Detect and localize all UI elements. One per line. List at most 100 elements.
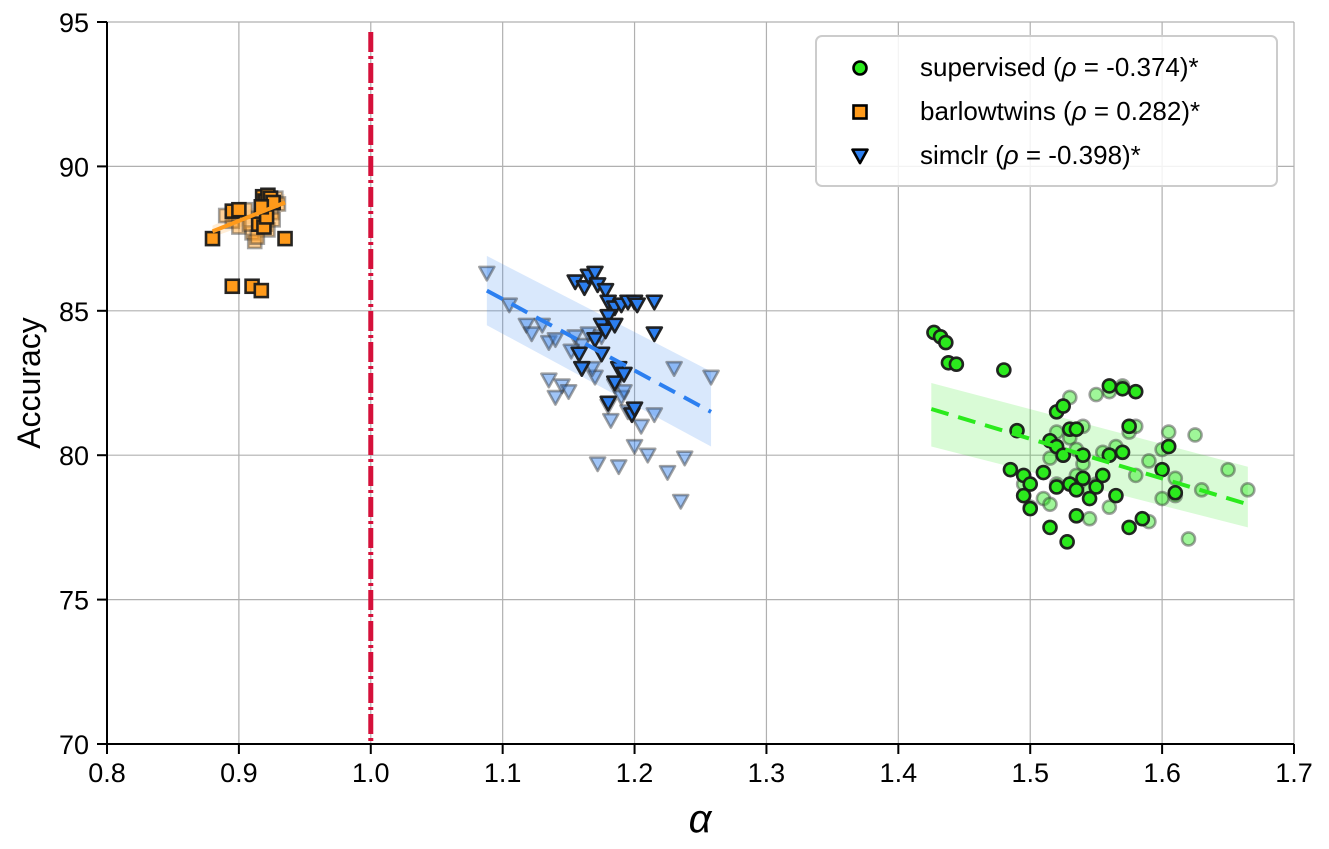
supervised-point (1088, 386, 1104, 403)
simclr-point (522, 326, 541, 343)
supervised-point (938, 334, 954, 351)
legend: supervised (ρ = -0.374)* barlowtwins (ρ … (815, 35, 1278, 187)
legend-frame (815, 35, 1278, 187)
supervised-point (1141, 453, 1157, 469)
supervised-point (1059, 534, 1075, 550)
y-tick-label: 70 (59, 730, 89, 760)
legend-marker-barlowtwins (852, 104, 868, 120)
simclr-point (645, 326, 664, 343)
legend-marker-supervised (852, 60, 868, 76)
supervised-point (1121, 418, 1137, 435)
supervised-point (1101, 499, 1118, 515)
supervised-point (1094, 467, 1111, 484)
barlowtwins-point (253, 282, 270, 299)
legend-simclr: simclr (ρ = -0.398)* (920, 140, 1141, 170)
x-tick-label: 0.9 (220, 758, 258, 788)
simclr-point (596, 323, 615, 340)
barlowtwins-point (277, 230, 293, 247)
y-axis-label: Accuracy (11, 317, 47, 449)
supervised-point (1081, 490, 1098, 507)
supervised-point (1068, 508, 1085, 524)
simclr-point (478, 265, 496, 282)
barlowtwins-point (204, 230, 221, 247)
simclr-point (615, 366, 633, 383)
supervised-point (1154, 461, 1170, 478)
supervised-point (1154, 490, 1170, 507)
simclr-point (625, 438, 644, 455)
simclr-point (599, 395, 617, 412)
x-tick-label: 1.7 (1275, 758, 1313, 788)
supervised-point (1055, 447, 1071, 464)
simclr-point (665, 360, 683, 377)
x-tick-label: 0.8 (88, 758, 126, 788)
y-tick-label: 85 (59, 297, 89, 327)
legend-marker-simclr (851, 148, 869, 165)
fit-lines (211, 200, 1249, 507)
y-tick-label: 80 (59, 441, 89, 471)
simclr-point (546, 389, 565, 406)
supervised-point (1108, 487, 1124, 504)
supervised-point (1180, 531, 1197, 547)
supervised-point (1081, 510, 1098, 527)
data-points (204, 187, 1256, 550)
simclr-point (602, 412, 620, 429)
simclr-point (596, 282, 615, 300)
supervised-point (1035, 464, 1052, 481)
simclr-point (612, 389, 631, 406)
axes: 0.8 0.9 1.0 1.1 1.2 1.3 1.4 1.5 1.6 1.7 70 75 80 85 90… (59, 8, 1313, 788)
simclr-point (658, 464, 677, 481)
simclr-point (645, 407, 664, 424)
simclr-point (609, 459, 628, 476)
barlowtwins-point (246, 233, 263, 250)
x-tick-label: 1.1 (484, 758, 522, 788)
supervised-point (1101, 378, 1118, 394)
simclr-point (605, 317, 624, 334)
simclr-point (540, 372, 558, 389)
simclr-point (645, 294, 664, 311)
supervised-point (996, 362, 1012, 378)
simclr-point (675, 450, 694, 467)
x-tick-label: 1.4 (880, 758, 918, 788)
barlowtwins-fit-line (211, 200, 286, 234)
simclr-point (570, 346, 588, 363)
supervised-point (1022, 500, 1039, 517)
barlowtwins-point (231, 201, 247, 218)
simclr-point (605, 375, 624, 392)
simclr-point (588, 456, 607, 473)
simclr-point (628, 297, 646, 314)
supervised-point (1114, 444, 1131, 461)
simclr-point (586, 369, 604, 386)
simclr-point (517, 317, 536, 334)
supervised-point (1042, 519, 1058, 536)
supervised-point (1002, 461, 1019, 478)
y-tick-label: 75 (59, 586, 89, 616)
simclr-point (572, 360, 591, 377)
simclr-point (546, 332, 565, 349)
simclr-point (540, 334, 558, 351)
supervised-point (1068, 482, 1085, 498)
simclr-point (638, 447, 657, 464)
supervised-point (1075, 470, 1091, 487)
supervised-point (948, 356, 965, 373)
simclr-point (632, 418, 650, 435)
supervised-point (1088, 479, 1104, 495)
y-tick-label: 95 (59, 8, 89, 38)
supervised-point (1121, 519, 1137, 536)
x-tick-label: 1.6 (1143, 758, 1181, 788)
x-tick-label: 1.0 (352, 758, 390, 788)
supervised-point (1042, 496, 1058, 513)
simclr-point (625, 401, 644, 418)
simclr-point (702, 369, 720, 386)
simclr-point (586, 332, 604, 349)
simclr-fit-line (485, 288, 713, 414)
supervised-point (1035, 490, 1052, 507)
supervised-point (1055, 398, 1071, 414)
supervised-point (1160, 424, 1177, 440)
supervised-point (1022, 476, 1039, 492)
x-tick-label: 1.3 (748, 758, 786, 788)
supervised-point (1187, 427, 1203, 443)
simclr-point (599, 308, 617, 326)
supervised-point (1048, 479, 1065, 495)
supervised-point (1134, 510, 1151, 527)
